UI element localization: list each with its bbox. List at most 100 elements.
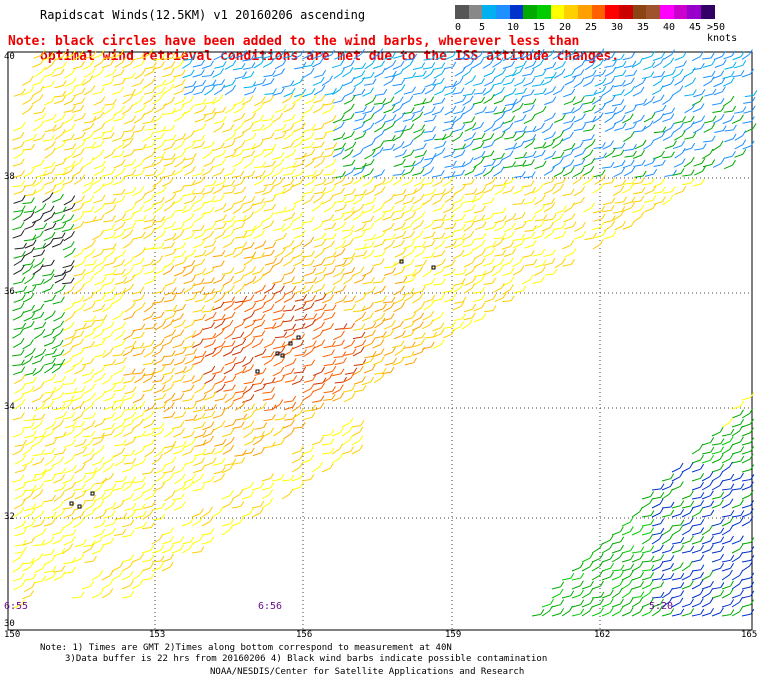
wind-barb xyxy=(394,281,404,284)
wind-barb-feather xyxy=(332,233,337,239)
wind-barb xyxy=(214,398,224,402)
wind-barb-feather xyxy=(292,285,297,292)
wind-barb-feather xyxy=(242,356,247,362)
wind-barb-feather xyxy=(110,454,115,461)
wind-barb-feather xyxy=(332,168,336,175)
wind-barb xyxy=(473,137,483,141)
wind-barb xyxy=(383,324,393,330)
wind-barb-feather xyxy=(120,68,125,75)
wind-barb-feather xyxy=(531,231,536,238)
wind-barb-feather xyxy=(720,158,725,164)
wind-barb-feather xyxy=(220,301,225,308)
wind-barb-feather xyxy=(40,77,45,83)
wind-barb-feather xyxy=(130,480,134,487)
wind-barb-feather xyxy=(662,104,667,111)
wind-barb xyxy=(272,171,281,178)
wind-barb-feather xyxy=(729,489,734,495)
wind-barb xyxy=(454,188,463,195)
wind-barb xyxy=(182,100,191,106)
wind-barb xyxy=(213,89,223,96)
wind-barb xyxy=(22,99,31,105)
wind-barb-feather xyxy=(421,247,426,254)
wind-barb xyxy=(471,197,481,203)
wind-barb xyxy=(372,344,382,349)
wind-barb-feather xyxy=(523,151,528,158)
wind-barb-feather xyxy=(52,222,57,228)
wind-barb xyxy=(302,109,311,115)
wind-barb xyxy=(332,373,342,377)
wind-barb xyxy=(242,216,251,222)
wind-barb xyxy=(181,548,191,554)
wind-barb-feather xyxy=(491,67,496,74)
wind-barb-feather xyxy=(300,222,305,228)
wind-barb xyxy=(74,451,84,456)
wind-barb xyxy=(91,461,101,466)
wind-barb-feather xyxy=(279,399,284,405)
wind-barb-feather xyxy=(451,259,456,266)
wind-barb-feather xyxy=(50,536,55,542)
wind-barb-feather xyxy=(690,169,695,176)
wind-barb xyxy=(223,305,232,311)
wind-barb xyxy=(504,137,514,140)
wind-barb xyxy=(43,433,52,439)
wind-barb xyxy=(233,324,243,329)
wind-barb-feather xyxy=(220,142,225,149)
wind-barb xyxy=(82,210,92,213)
wind-barb xyxy=(73,136,83,141)
wind-barb-feather xyxy=(32,220,37,227)
wind-barb-feather xyxy=(709,544,714,550)
wind-barb xyxy=(562,127,571,132)
wind-barb xyxy=(321,467,331,473)
wind-barb xyxy=(343,344,353,349)
wind-barb-feather xyxy=(572,221,577,227)
wind-barb-feather xyxy=(440,77,445,84)
wind-barb-feather xyxy=(270,132,275,138)
wind-barb xyxy=(303,153,312,158)
wind-barb xyxy=(33,189,42,195)
wind-barb xyxy=(334,55,343,60)
wind-barb-feather xyxy=(222,61,227,67)
legend-swatch xyxy=(605,5,620,19)
wind-barb xyxy=(114,281,124,285)
wind-barb xyxy=(174,445,184,449)
wind-barb xyxy=(222,56,232,60)
wind-barb xyxy=(162,129,172,132)
wind-barb-feather xyxy=(301,322,306,329)
wind-barb xyxy=(201,521,211,527)
wind-barb-feather xyxy=(381,276,386,283)
wind-barb-feather xyxy=(411,160,416,166)
wind-barb-feather xyxy=(560,151,565,158)
wind-barb xyxy=(32,181,41,188)
wind-barb-feather xyxy=(700,123,705,129)
wind-barb-feather xyxy=(92,239,96,246)
wind-barb xyxy=(202,292,212,295)
wind-barb xyxy=(342,262,351,268)
wind-barb xyxy=(533,53,542,60)
wind-barb xyxy=(74,262,83,268)
wind-barb-feather xyxy=(501,106,506,113)
wind-barb xyxy=(282,128,291,133)
wind-barb xyxy=(711,475,720,482)
wind-barb xyxy=(13,281,23,285)
wind-barb xyxy=(701,540,711,545)
wind-barb xyxy=(522,73,532,77)
wind-barb-feather xyxy=(562,230,567,237)
wind-barb xyxy=(334,208,344,212)
wind-barb-feather xyxy=(621,88,625,95)
wind-barb-feather xyxy=(381,122,386,128)
map-title: Rapidscat Winds(12.5KM) v1 20160206 asce… xyxy=(40,8,366,22)
wind-barb-feather xyxy=(251,311,255,317)
wind-barb-feather xyxy=(291,87,296,94)
wind-barb xyxy=(502,127,511,133)
wind-barb-feather xyxy=(161,513,166,519)
wind-barb xyxy=(422,271,431,278)
wind-barb-feather xyxy=(551,202,556,208)
wind-barb xyxy=(464,200,474,203)
wind-barb xyxy=(144,189,154,195)
wind-barb xyxy=(443,66,453,70)
wind-barb xyxy=(63,128,73,134)
wind-barb xyxy=(714,63,724,68)
wind-barb-feather xyxy=(530,250,535,256)
wind-barb-feather xyxy=(100,68,104,74)
wind-barb xyxy=(33,477,43,482)
